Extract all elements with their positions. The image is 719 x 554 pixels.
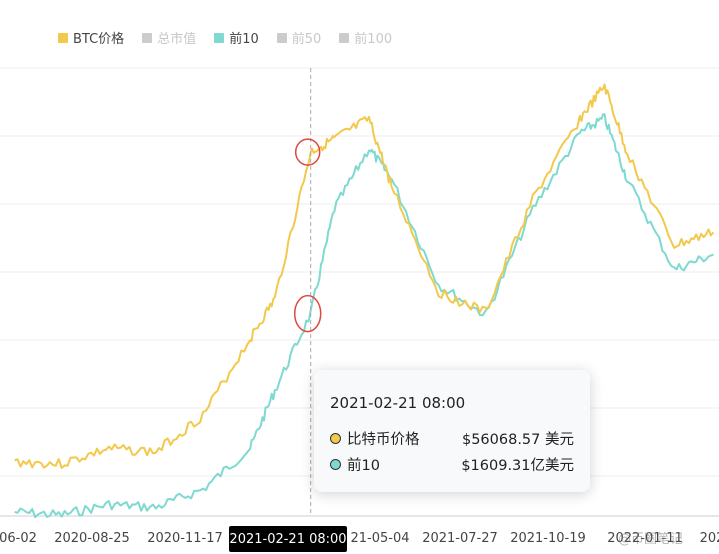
legend-swatch-icon (58, 32, 68, 43)
legend-swatch-icon (276, 32, 287, 43)
legend-label: 总市值 (157, 32, 197, 47)
legend-item-1[interactable]: 总市值 (142, 28, 196, 47)
tooltip-row-top10: 前10 $1609.31亿美元 (330, 454, 574, 475)
x-tick-label: 2021-07-27 (422, 531, 498, 546)
legend-swatch-icon (214, 32, 225, 43)
legend-label: 前10 (229, 32, 259, 47)
x-tick-label: 2021-10-19 (510, 531, 586, 546)
x-tick-label: 2022-01-11 (607, 531, 683, 546)
legend-item-3[interactable]: 前50 (276, 28, 322, 47)
x-tick-label: 202 (699, 531, 719, 546)
watermark: @币圈笔记 (618, 532, 684, 547)
legend-item-0[interactable]: BTC价格 (58, 28, 124, 47)
legend-item-4[interactable]: 前100 (339, 28, 392, 47)
legend-label: BTC价格 (73, 32, 125, 47)
series-line-top10 (14, 113, 714, 519)
tooltip-btc-value: $56068.57 美元 (461, 432, 574, 448)
x-tick-label: 06-02 (0, 531, 37, 546)
tooltip-top10-dot (330, 459, 341, 470)
tooltip-top10-value: $1609.31亿美元 (461, 458, 574, 474)
series-line-btc (14, 83, 715, 469)
legend-swatch-icon (142, 32, 153, 43)
legend-swatch-icon (339, 32, 350, 43)
legend-label: 前50 (291, 32, 322, 47)
x-tick-label: 21-05-04 (350, 531, 410, 546)
legend-label: 前100 (354, 32, 393, 47)
chart-tooltip: 2021-02-21 08:00 比特币价格 $56068.57 美元 前10 … (314, 370, 590, 492)
x-tick-label: 2020-11-17 (147, 531, 223, 546)
annotation-circle-btc (294, 138, 321, 166)
tooltip-btc-dot (330, 433, 341, 444)
annotation-circle-top10 (293, 294, 322, 333)
tooltip-top10-name: 前10 (347, 458, 380, 474)
legend-item-2[interactable]: 前10 (214, 28, 259, 47)
tooltip-date: 2021-02-21 08:00 (330, 394, 466, 412)
x-tick-label: 2020-08-25 (54, 531, 130, 546)
x-axis-crosshair-label: 2021-02-21 08:00 (229, 526, 347, 552)
tooltip-btc-name: 比特币价格 (347, 432, 420, 448)
tooltip-row-btc: 比特币价格 $56068.57 美元 (330, 428, 574, 449)
chart-legend: BTC价格 总市值 前10 前50 前100 (58, 28, 392, 47)
